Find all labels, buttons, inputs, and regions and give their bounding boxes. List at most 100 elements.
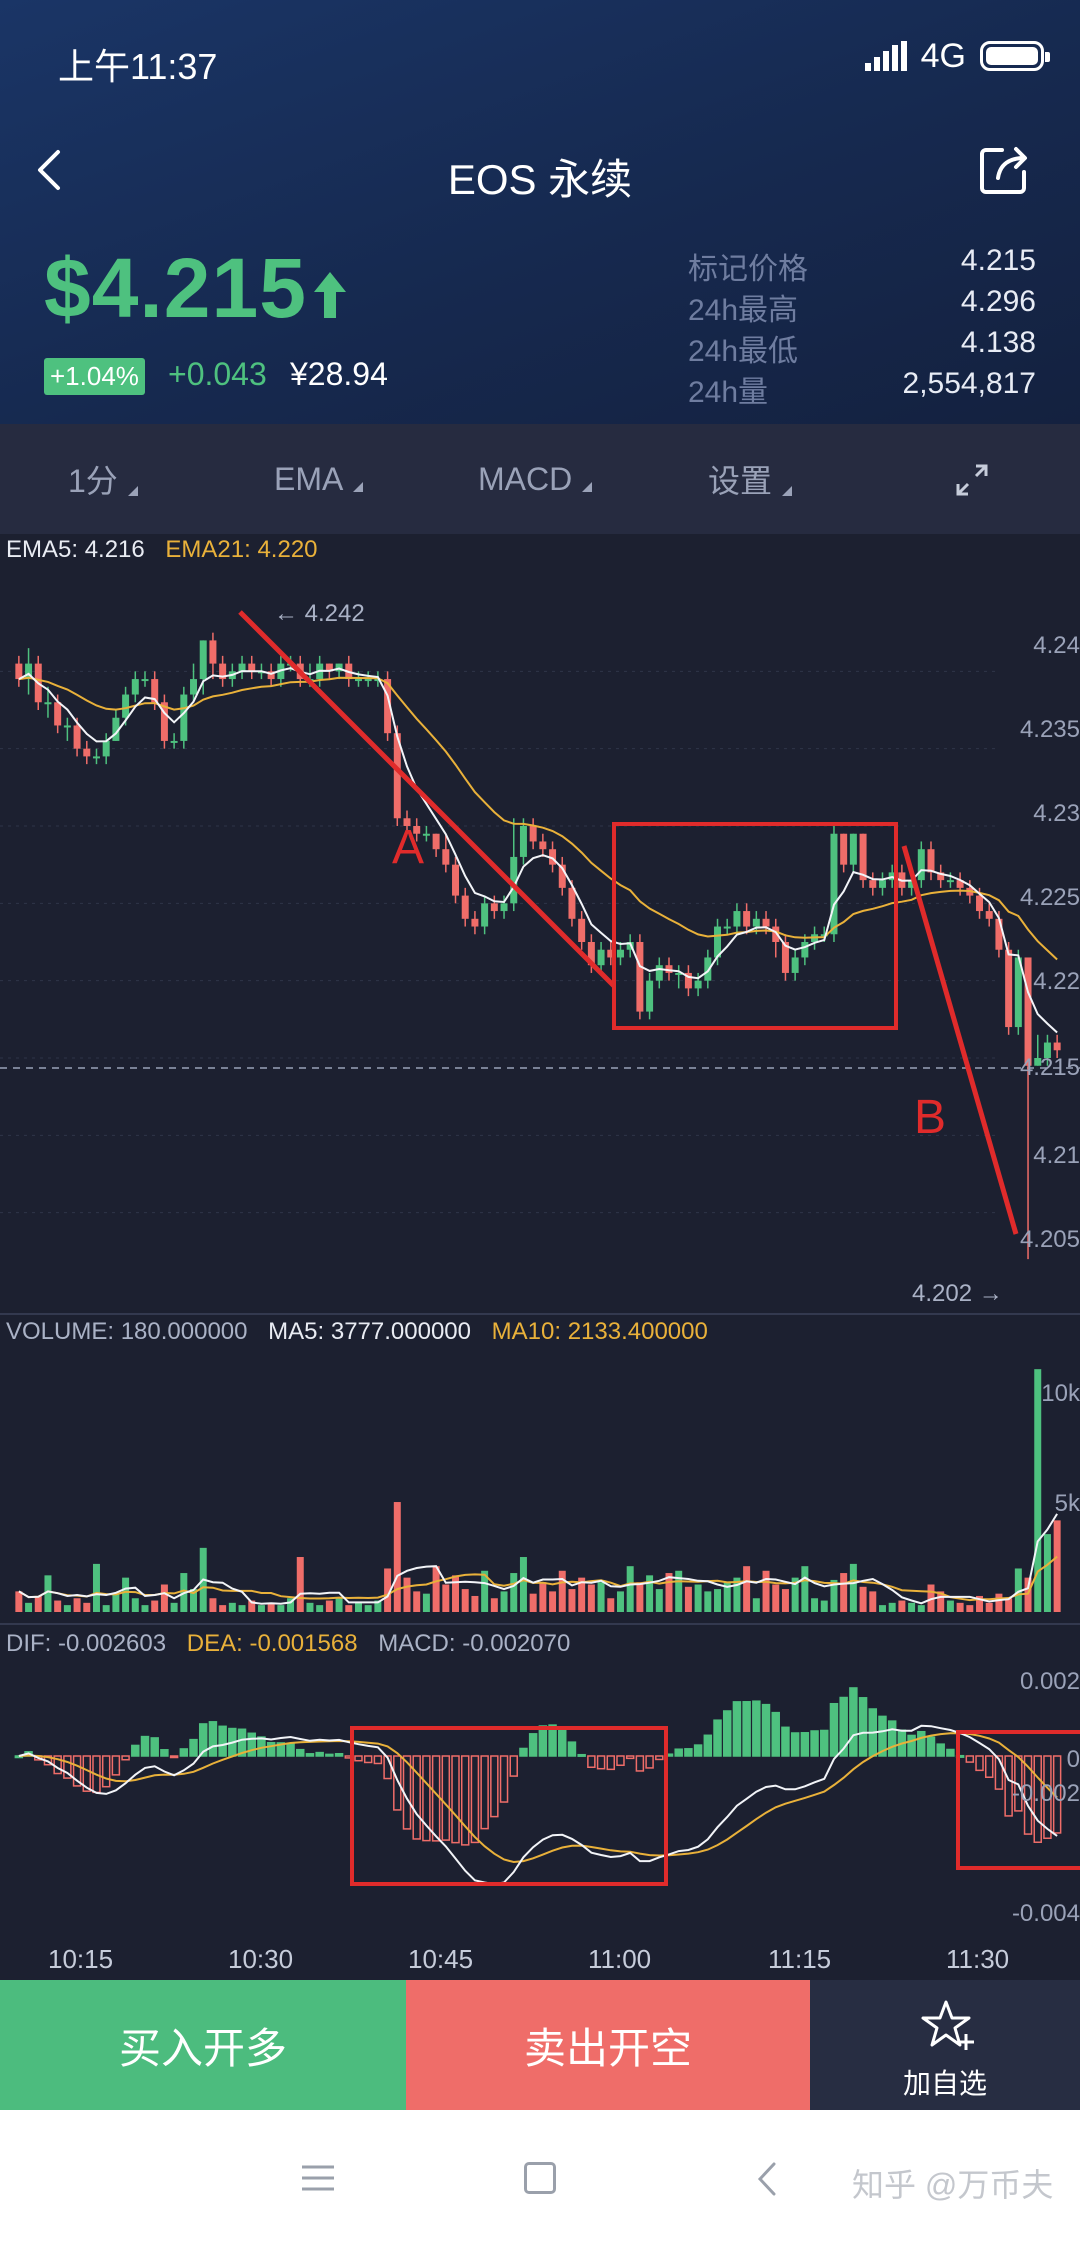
candle-body <box>393 733 401 819</box>
volume-bar <box>675 1570 683 1612</box>
volume-bar <box>83 1602 91 1612</box>
candle-body <box>199 640 207 680</box>
ma5-label: MA5: 3777.000000 <box>268 1318 471 1345</box>
volume-bar <box>791 1577 799 1612</box>
menu-icon[interactable] <box>300 2162 336 2194</box>
last-price: $4.215 <box>44 241 307 335</box>
macd-bar <box>635 1755 645 1772</box>
grid-lines <box>0 670 1000 1214</box>
macd-bar <box>237 1728 247 1757</box>
ma10-label: MA10: 2133.400000 <box>491 1318 708 1345</box>
candle-body <box>257 671 265 674</box>
candle-body <box>44 702 52 705</box>
volume-bar <box>422 1593 430 1612</box>
header: 上午11:37 4G EOS 永续 $4.215 +1.04% +0.043 ¥… <box>0 0 1080 424</box>
candle-body <box>461 895 469 919</box>
volume-bar <box>626 1566 634 1612</box>
macd-bar <box>111 1755 121 1776</box>
sell-short-button[interactable]: 卖出开空 <box>406 1980 810 2110</box>
volume-bar <box>490 1598 498 1612</box>
volume-bar <box>917 1605 925 1612</box>
home-icon[interactable] <box>524 2162 556 2194</box>
macd-bar <box>771 1711 780 1757</box>
candle-body <box>422 833 430 836</box>
macd-bar <box>286 1743 295 1757</box>
share-icon[interactable] <box>974 140 1034 200</box>
macd-bar <box>946 1748 955 1757</box>
macd-bar <box>878 1715 887 1757</box>
candle-body <box>500 903 508 912</box>
macd-bar <box>82 1755 92 1792</box>
volume-bar <box>374 1600 382 1612</box>
volume-bar <box>1034 1369 1042 1612</box>
sub-indicator-dropdown[interactable]: MACD <box>478 460 593 497</box>
candle-body <box>752 918 760 927</box>
macd-bar <box>189 1738 198 1757</box>
candle-body <box>985 911 993 919</box>
annotation-a: A <box>392 821 425 874</box>
chart-canvas[interactable] <box>0 534 1080 1980</box>
price-cny: ¥28.94 <box>290 356 388 392</box>
candle-body <box>452 864 460 896</box>
volume-bar <box>946 1600 954 1612</box>
volume-bar <box>616 1591 624 1612</box>
stat-value: 2,554,817 <box>902 367 1036 400</box>
candle-body <box>180 694 188 741</box>
main-indicator-dropdown[interactable]: EMA <box>274 460 364 497</box>
volume-bar <box>345 1605 353 1612</box>
time-axis-label: 10:30 <box>228 1944 294 1974</box>
macd-bar <box>519 1747 528 1757</box>
volume-bar <box>54 1600 62 1612</box>
candle-body <box>840 833 848 865</box>
add-favorite-button[interactable]: 加自选 <box>810 1980 1080 2110</box>
candle-body <box>219 663 227 680</box>
ema5-label: EMA5: 4.216 <box>6 536 145 563</box>
star-plus-icon <box>921 2000 974 2050</box>
candle-body <box>917 849 925 881</box>
stat-value: 4.215 <box>960 244 1036 277</box>
macd-axis-label: 0 <box>1066 1746 1080 1773</box>
macd-bar <box>140 1735 150 1757</box>
macd-bar <box>247 1732 256 1757</box>
time-axis-label: 10:15 <box>48 1944 114 1974</box>
volume-bar <box>1005 1598 1013 1612</box>
candle-body <box>539 841 547 850</box>
candle-body <box>781 942 789 973</box>
macd-bar <box>121 1755 130 1761</box>
volume-bar <box>160 1584 168 1612</box>
macd-bar <box>305 1753 315 1757</box>
candle-body <box>1014 957 1022 1028</box>
nav-back-icon[interactable] <box>754 2160 780 2198</box>
volume-bar <box>733 1577 741 1612</box>
volume-legend: VOLUME: 180.000000 MA5: 3777.000000 MA10… <box>6 1318 722 1346</box>
macd-bar <box>703 1734 713 1757</box>
volume-bar <box>73 1598 81 1612</box>
candle-body <box>791 957 799 973</box>
time-axis-label: 11:30 <box>946 1944 1010 1974</box>
volume-bar <box>228 1602 236 1612</box>
fullscreen-icon[interactable] <box>952 460 992 500</box>
macd-bar <box>645 1755 654 1769</box>
candle-body <box>490 903 498 912</box>
macd-value-label: MACD: -0.002070 <box>378 1630 571 1657</box>
macd-bar <box>587 1755 596 1769</box>
buy-long-button[interactable]: 买入开多 <box>0 1980 406 2110</box>
volume-bar <box>762 1570 770 1612</box>
volume-bar <box>277 1605 285 1612</box>
dif-line <box>18 1724 1058 1886</box>
candle-body <box>772 926 780 942</box>
candle-body <box>549 849 557 865</box>
macd-bar <box>354 1755 363 1762</box>
candle-body <box>364 679 372 682</box>
back-arrow-icon[interactable] <box>26 140 76 200</box>
candle-body <box>946 880 954 883</box>
volume-bar <box>519 1557 527 1612</box>
macd-bar <box>160 1749 169 1757</box>
volume-bar <box>684 1586 692 1612</box>
volume-bar <box>752 1598 760 1612</box>
settings-dropdown[interactable]: 设置 <box>708 456 793 502</box>
signal-icon <box>864 41 907 71</box>
volume-bar <box>597 1582 605 1612</box>
interval-dropdown[interactable]: 1分 <box>68 456 138 502</box>
macd-bar <box>781 1726 790 1757</box>
